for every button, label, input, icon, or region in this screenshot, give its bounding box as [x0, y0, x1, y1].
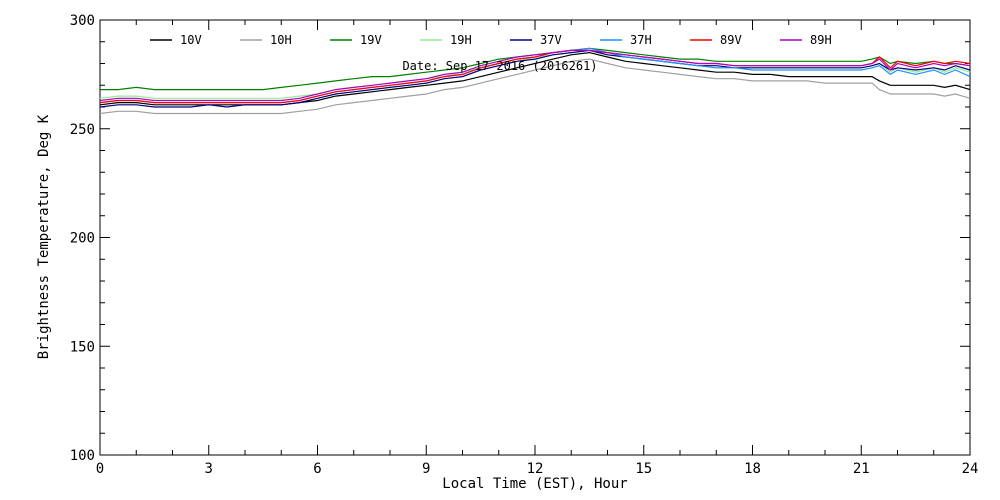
- series-line-10h: [99, 58, 971, 115]
- series-lines: [99, 47, 971, 115]
- x-tick-label: 9: [422, 461, 430, 477]
- y-tick-label: 100: [70, 448, 95, 464]
- annotation-date: Date: Sep 17 2016 (2016261): [402, 59, 597, 73]
- x-tick-label: 15: [635, 461, 652, 477]
- legend-label-19h: 19H: [450, 33, 472, 47]
- legend-label-37h: 37H: [630, 33, 652, 47]
- tick-labels: 0 3 6 9 12 15 18 21 24 100 150 200 250 300: [70, 13, 979, 477]
- y-tick-label: 200: [70, 231, 95, 247]
- legend-label-10h: 10H: [270, 33, 292, 47]
- y-tick-label: 250: [70, 122, 95, 138]
- x-tick-label: 21: [853, 461, 870, 477]
- x-tick-label: 18: [744, 461, 761, 477]
- x-tick-label: 12: [527, 461, 544, 477]
- legend-label-10v: 10V: [180, 33, 202, 47]
- x-tick-label: 0: [96, 461, 104, 477]
- plot-frame: [99, 19, 971, 456]
- series-line-37v: [99, 49, 971, 108]
- y-tick-label: 300: [70, 13, 95, 29]
- legend-label-89v: 89V: [720, 33, 742, 47]
- y-tick-label: 150: [70, 339, 95, 355]
- axis-ticks: [99, 19, 971, 456]
- y-axis-label: Brightness Temperature, Deg K: [36, 114, 52, 359]
- series-line-89h: [99, 49, 971, 102]
- legend: 10V 10H 19V 19H 37V 37H 89V 89H: [150, 33, 832, 47]
- x-tick-label: 24: [962, 461, 979, 477]
- legend-label-89h: 89H: [810, 33, 832, 47]
- legend-label-19v: 19V: [360, 33, 382, 47]
- legend-label-37v: 37V: [540, 33, 562, 47]
- x-axis-label: Local Time (EST), Hour: [442, 476, 627, 492]
- x-tick-label: 3: [205, 461, 213, 477]
- x-tick-label: 6: [313, 461, 321, 477]
